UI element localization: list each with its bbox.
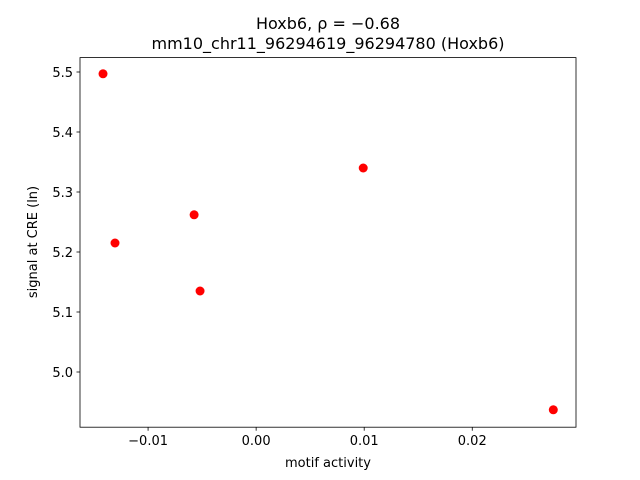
y-tick-label: 5.5: [52, 66, 73, 81]
plot-frame: [79, 57, 577, 428]
chart-title: Hoxb6, ρ = −0.68: [256, 14, 400, 33]
y-tick-label: 5.3: [52, 186, 73, 201]
point: [98, 69, 108, 79]
point: [195, 286, 205, 296]
x-tick-label: 0.02: [458, 434, 487, 449]
point: [358, 163, 368, 173]
point: [189, 210, 199, 220]
y-tick-label: 5.1: [52, 306, 73, 321]
y-tick-label: 5.0: [52, 366, 73, 381]
y-tick-label: 5.2: [52, 246, 73, 261]
y-tick-label: 5.4: [52, 126, 73, 141]
point: [548, 405, 558, 415]
x-tick-label: 0.01: [350, 434, 379, 449]
chart-subtitle: mm10_chr11_96294619_96294780 (Hoxb6): [152, 34, 505, 54]
x-tick-label: −0.01: [128, 434, 168, 449]
x-axis-label: motif activity: [285, 456, 371, 471]
y-axis-label: signal at CRE (ln): [26, 186, 41, 298]
point: [110, 238, 120, 248]
x-tick-label: 0.00: [242, 434, 271, 449]
